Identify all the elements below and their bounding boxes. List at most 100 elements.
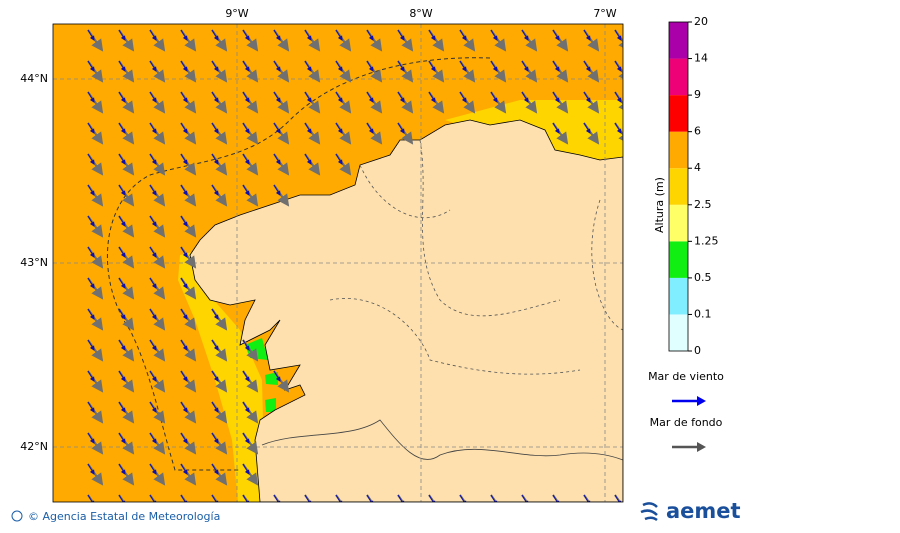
wind-sea-arrow [118,308,126,320]
wind-sea-arrow [459,29,467,41]
wind-sea-arrow [242,370,250,382]
wind-sea-arrow [583,91,591,103]
wind-sea-arrow [180,308,188,320]
wind-sea-arrow [149,215,157,227]
wind-sea-arrow [397,29,405,41]
wind-sea-arrow [118,401,126,413]
wind-sea-arrow [211,370,219,382]
wind-sea-arrow [118,29,126,41]
wind-sea-arrow [521,60,529,72]
wind-sea-arrow [428,60,436,72]
colorbar-segment [669,277,688,315]
lon-label: 7°W [593,7,616,20]
lat-label: 44°N [20,72,48,85]
wind-sea-arrow [87,184,95,196]
wind-sea-arrow [87,339,95,351]
wind-sea-arrow [87,153,95,165]
legend-arrowhead [697,396,706,406]
colorbar-label: 0 [694,344,701,357]
wind-sea-arrow [552,122,560,134]
wind-sea-arrow [118,494,126,502]
wind-sea-arrow [335,494,343,502]
wind-sea-arrow [459,91,467,103]
wind-sea-arrow [273,122,281,134]
legend: Mar de viento Mar de fondo [648,370,724,452]
wind-sea-arrow [180,60,188,72]
wind-sea-arrow [273,60,281,72]
wind-sea-arrow [366,60,374,72]
land [189,119,623,502]
wind-sea-arrow [87,463,95,475]
wind-sea-arrow [242,91,250,103]
wind-sea-arrow [273,184,281,196]
wind-sea-arrow [583,29,591,41]
wind-sea-arrow [397,122,405,134]
wind-sea-arrow [211,122,219,134]
wind-sea-arrow [304,91,312,103]
wind-sea-arrow [304,60,312,72]
colorbar-label: 14 [694,52,708,65]
wind-sea-arrow [87,494,95,502]
wind-sea-arrow [614,91,622,103]
colorbar-label: 1.25 [694,234,719,247]
wind-sea-arrow [242,432,250,444]
wind-sea-arrow [149,184,157,196]
legend-arrowhead [697,442,706,452]
wind-sea-arrow [180,29,188,41]
wind-sea-arrow [335,91,343,103]
border [261,419,623,461]
wind-sea-arrow [459,60,467,72]
wind-sea-arrow [180,339,188,351]
lat-label: 42°N [20,440,48,453]
colorbar-title: Altura (m) [653,177,666,233]
wind-sea-arrow [180,215,188,227]
swell-zone [178,252,265,502]
wind-sea-arrow [614,122,622,134]
wind-sea-arrow [428,494,436,502]
wind-sea-arrow [118,184,126,196]
wind-sea-arrow [242,184,250,196]
wind-sea-arrow [180,184,188,196]
wind-sea-arrow [490,494,498,502]
wind-sea-arrow [149,122,157,134]
wind-sea-arrow [118,153,126,165]
wind-sea-arrow [118,60,126,72]
axis-labels: 9°W 8°W 7°W 44°N 43°N 42°N [20,7,617,453]
wind-sea-arrow [87,432,95,444]
wind-sea-arrow [211,432,219,444]
wind-sea-arrow [366,29,374,41]
colorbar-segment [669,131,688,169]
wind-sea-arrow [180,277,188,289]
colorbar-label: 0.5 [694,271,712,284]
credit: © Agencia Estatal de Meteorología [28,510,220,523]
wind-sea-arrow [149,432,157,444]
wind-sea-arrow [552,60,560,72]
wind-sea-arrow [521,91,529,103]
wind-sea-arrow [273,370,281,382]
wind-sea-arrow [149,494,157,502]
wind-sea-arrow [521,494,529,502]
colorbar-label: 0.1 [694,307,712,320]
wind-sea-arrow [87,401,95,413]
map-frame [52,23,624,503]
legend-label: Mar de fondo [650,416,723,429]
wind-sea-arrow [304,122,312,134]
wind-sea-arrow [552,91,560,103]
wind-sea-arrow [118,277,126,289]
lon-label: 8°W [409,7,432,20]
wind-sea-arrow [397,91,405,103]
wind-sea-arrow [149,29,157,41]
wind-sea-arrow [149,401,157,413]
wind-sea-arrow [118,432,126,444]
wind-sea-arrow [180,463,188,475]
wind-sea-arrow [242,153,250,165]
wind-sea-arrow [149,339,157,351]
wind-sea-arrow [211,91,219,103]
wind-sea-arrow [242,494,250,502]
wind-sea-arrow [335,60,343,72]
wind-sea-arrow [242,463,250,475]
wind-sea-arrow [87,308,95,320]
wind-sea-arrow [366,122,374,134]
